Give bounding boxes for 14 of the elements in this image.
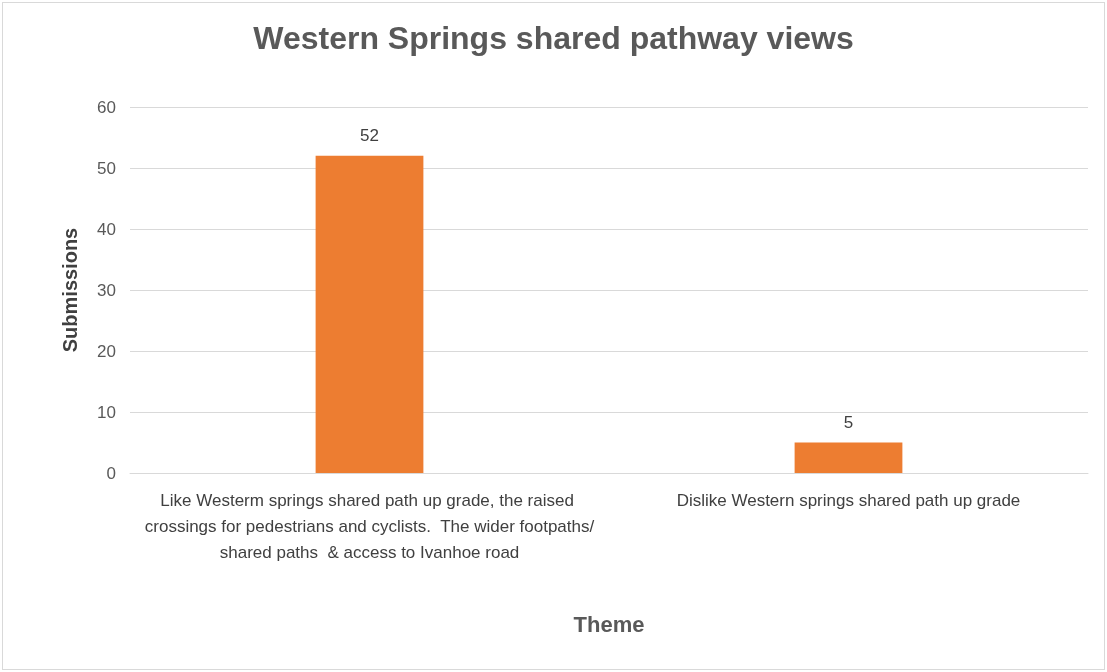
x-axis-title: Theme	[573, 611, 645, 637]
y-tick-label: 20	[97, 341, 116, 361]
y-tick-label: 50	[97, 158, 116, 178]
data-label: 52	[360, 125, 379, 145]
x-tick-label: Like Westerm springs shared path up grade, the raised crossings for pedestrians and cyclists. The wider footpaths/shared paths & access to Ivanhoe road	[144, 490, 595, 562]
y-tick-label: 30	[97, 280, 116, 300]
data-label: 5	[843, 412, 854, 432]
y-tick-label: 10	[97, 402, 116, 422]
y-axis-title: Submissions	[59, 227, 81, 353]
chart-title: Western Springs shared pathway views	[253, 20, 854, 56]
y-tick-label: 60	[97, 97, 116, 117]
x-tick-label: Dislike Western springs shared path up grade	[676, 490, 1021, 510]
y-tick-label: 40	[97, 219, 116, 239]
y-tick-label: 0	[106, 463, 116, 483]
